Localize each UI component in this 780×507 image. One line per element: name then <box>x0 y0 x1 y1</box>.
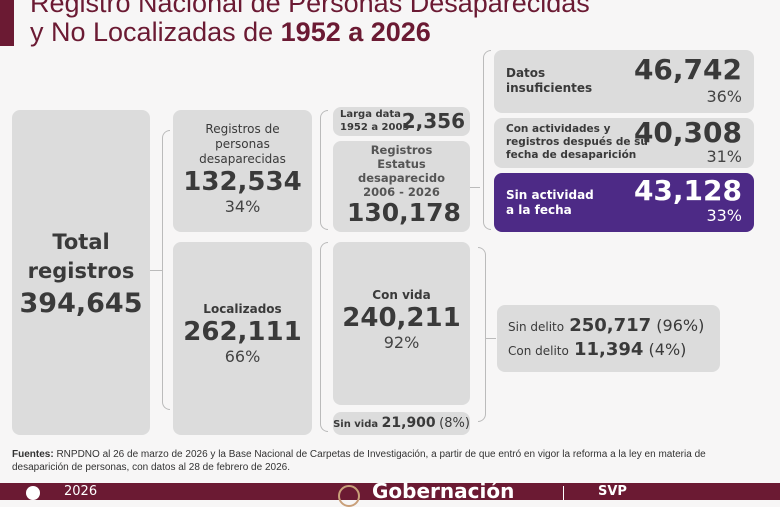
footer-svp: SVP <box>598 484 627 499</box>
total-label2: registros <box>27 259 135 283</box>
larga-data-label2: 1952 a 2005 <box>340 122 410 133</box>
sin-delito-row: Sin delito 250,717 (96%) <box>508 315 720 336</box>
larga-data-label1: Larga data <box>340 109 401 120</box>
datos-label2: insuficientes <box>506 81 593 95</box>
sin-actividad-label2: a la fecha <box>506 203 572 217</box>
total-value: 394,645 <box>19 288 143 319</box>
larga-data-value: 2,356 <box>401 109 465 133</box>
footer-gobernacion: Gobernación <box>372 479 515 503</box>
desaparecidas-value: 132,534 <box>183 167 302 197</box>
logo-icon <box>26 486 40 500</box>
desaparecidas-box: Registros de personas desaparecidas 132,… <box>173 110 312 232</box>
page-title-line2: y No Localizadas de 1952 a 2026 <box>30 17 431 48</box>
sources-label: Fuentes: <box>12 449 54 460</box>
title-years: 1952 a 2026 <box>280 17 431 47</box>
sin-delito-label: Sin delito <box>508 320 565 334</box>
con-actividades-label: Con actividades y registros después de s… <box>506 123 648 161</box>
estatus-label: Registros Estatus desaparecido 2006 - 20… <box>358 143 445 199</box>
datos-box: Datos insuficientes 46,742 36% <box>494 50 754 113</box>
bracket <box>320 110 328 230</box>
con-actividades-value: 40,308 <box>633 116 742 149</box>
con-actividades-pct: 31% <box>706 147 742 166</box>
bracket <box>478 247 486 422</box>
con-delito-pct: (4%) <box>648 340 687 359</box>
con-actividades-box: Con actividades y registros después de s… <box>494 116 754 168</box>
sin-actividad-label: Sin actividad a la fecha <box>506 188 594 218</box>
page-title-line1: Registro Nacional de Personas Desapareci… <box>30 0 590 18</box>
desaparecidas-pct: 34% <box>224 197 261 216</box>
localizados-pct: 66% <box>224 347 261 366</box>
sin-actividad-label1: Sin actividad <box>506 188 594 202</box>
sin-vida-pct: (8%) <box>439 416 470 431</box>
divider <box>563 486 564 500</box>
sin-vida-label: Sin vida <box>333 419 379 430</box>
footer-year: 2026 <box>64 484 98 499</box>
desaparecidas-label: Registros de personas desaparecidas <box>199 122 286 166</box>
datos-label1: Datos <box>506 66 546 80</box>
localizados-value: 262,111 <box>183 317 302 347</box>
con-delito-row: Con delito 11,394 (4%) <box>508 339 720 360</box>
localizados-label: Localizados <box>203 302 282 316</box>
estatus-value: 130,178 <box>347 198 461 227</box>
bracket <box>483 50 491 230</box>
sin-delito-pct: (96%) <box>656 316 705 335</box>
datos-pct: 36% <box>706 87 742 106</box>
larga-data-label: Larga data 1952 a 2005 <box>340 108 409 134</box>
con-delito-value: 11,394 <box>573 339 644 360</box>
con-vida-pct: 92% <box>383 333 420 352</box>
connector <box>470 187 480 188</box>
seal-icon <box>338 485 360 507</box>
con-vida-label: Con vida <box>372 288 431 302</box>
bracket <box>162 130 170 410</box>
footer-band: 2026 Gobernación SVP <box>0 479 780 507</box>
total-box: Total registros 394,645 <box>12 110 150 435</box>
con-vida-value: 240,211 <box>342 303 461 333</box>
bracket <box>320 242 328 432</box>
sin-actividad-value: 43,128 <box>633 174 742 207</box>
title-prefix: y No Localizadas de <box>30 17 281 47</box>
sin-vida-value: 21,900 <box>381 415 436 431</box>
datos-value: 46,742 <box>633 53 742 86</box>
con-delito-label: Con delito <box>508 344 569 358</box>
sin-vida-box: Sin vida 21,900 (8%) <box>333 412 470 435</box>
sin-actividad-box: Sin actividad a la fecha 43,128 33% <box>494 173 754 232</box>
delito-box: Sin delito 250,717 (96%) Con delito 11,3… <box>497 305 720 372</box>
con-vida-box: Con vida 240,211 92% <box>333 242 470 405</box>
connector <box>150 270 162 271</box>
sin-delito-value: 250,717 <box>569 315 652 336</box>
title-accent-bar <box>0 0 14 46</box>
total-label: Total <box>52 230 110 254</box>
sin-actividad-pct: 33% <box>706 206 742 225</box>
localizados-box: Localizados 262,111 66% <box>173 242 312 435</box>
sources-note: Fuentes: RNPDNO al 26 de marzo de 2026 y… <box>12 448 712 474</box>
datos-label: Datos insuficientes <box>506 66 592 96</box>
sources-text: RNPDNO al 26 de marzo de 2026 y la Base … <box>12 449 706 473</box>
estatus-box: Registros Estatus desaparecido 2006 - 20… <box>333 141 470 232</box>
larga-data-box: Larga data 1952 a 2005 2,356 <box>333 107 470 136</box>
connector <box>486 338 496 339</box>
